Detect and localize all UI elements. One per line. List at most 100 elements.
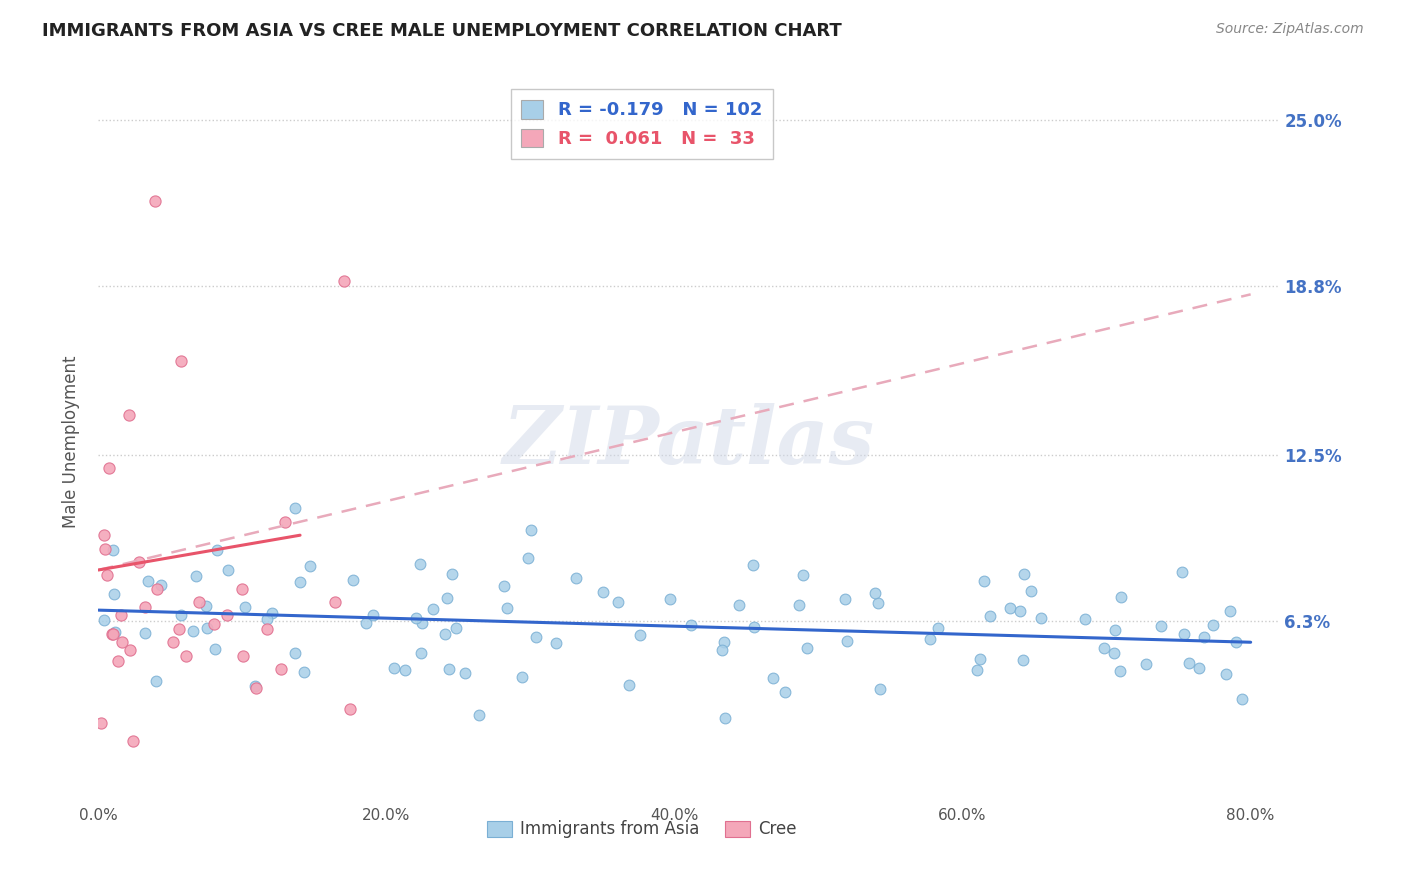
Point bbox=[405, 611, 427, 625]
Point bbox=[524, 630, 547, 644]
Point bbox=[181, 624, 204, 638]
Point bbox=[1109, 664, 1132, 678]
Point bbox=[204, 616, 226, 631]
Legend: Immigrants from Asia, Cree: Immigrants from Asia, Cree bbox=[481, 814, 803, 845]
Point bbox=[1202, 618, 1225, 632]
Point bbox=[1029, 611, 1052, 625]
Point bbox=[519, 523, 541, 537]
Point bbox=[110, 608, 132, 623]
Point bbox=[742, 558, 765, 573]
Point bbox=[243, 679, 266, 693]
Point bbox=[356, 615, 378, 630]
Point bbox=[437, 662, 460, 676]
Point bbox=[382, 661, 405, 675]
Point bbox=[111, 635, 134, 649]
Point bbox=[101, 627, 124, 641]
Point bbox=[1008, 604, 1031, 618]
Point bbox=[411, 616, 433, 631]
Point bbox=[188, 595, 211, 609]
Point bbox=[273, 515, 295, 529]
Point bbox=[217, 563, 239, 577]
Point bbox=[617, 678, 640, 692]
Point bbox=[659, 591, 682, 606]
Point bbox=[120, 643, 142, 657]
Point bbox=[834, 591, 856, 606]
Point bbox=[101, 543, 124, 558]
Point bbox=[544, 636, 567, 650]
Point bbox=[714, 711, 737, 725]
Point bbox=[979, 609, 1001, 624]
Point bbox=[775, 685, 797, 699]
Point bbox=[134, 625, 156, 640]
Point bbox=[98, 461, 121, 475]
Point bbox=[422, 602, 444, 616]
Point bbox=[1194, 630, 1216, 644]
Point bbox=[1074, 612, 1097, 626]
Point bbox=[628, 628, 651, 642]
Point bbox=[866, 596, 889, 610]
Point bbox=[232, 648, 254, 663]
Point bbox=[167, 622, 190, 636]
Point bbox=[292, 665, 315, 679]
Point bbox=[1230, 692, 1253, 706]
Point bbox=[966, 664, 988, 678]
Point bbox=[835, 633, 858, 648]
Point bbox=[468, 708, 491, 723]
Point bbox=[231, 582, 253, 596]
Point bbox=[869, 681, 891, 696]
Point bbox=[1092, 641, 1115, 656]
Point bbox=[681, 617, 703, 632]
Point bbox=[170, 354, 193, 368]
Point bbox=[727, 598, 749, 612]
Text: Source: ZipAtlas.com: Source: ZipAtlas.com bbox=[1216, 22, 1364, 37]
Point bbox=[184, 568, 207, 582]
Point bbox=[440, 567, 463, 582]
Point bbox=[1225, 635, 1247, 649]
Point bbox=[170, 608, 193, 623]
Point bbox=[215, 608, 238, 623]
Point bbox=[1187, 661, 1209, 675]
Point bbox=[298, 558, 321, 573]
Point bbox=[118, 408, 141, 422]
Point bbox=[433, 626, 456, 640]
Point bbox=[363, 608, 385, 623]
Point bbox=[143, 194, 166, 208]
Point bbox=[342, 574, 364, 588]
Point bbox=[204, 641, 226, 656]
Point bbox=[256, 622, 278, 636]
Point bbox=[1170, 565, 1192, 579]
Text: ZIPatlas: ZIPatlas bbox=[503, 403, 875, 480]
Point bbox=[262, 606, 284, 620]
Point bbox=[1150, 619, 1173, 633]
Point bbox=[787, 599, 810, 613]
Point bbox=[1012, 567, 1035, 582]
Point bbox=[606, 595, 628, 609]
Point bbox=[101, 627, 124, 641]
Point bbox=[332, 274, 354, 288]
Point bbox=[1012, 653, 1035, 667]
Point bbox=[233, 599, 256, 614]
Point bbox=[195, 599, 218, 614]
Point bbox=[134, 600, 156, 615]
Point bbox=[796, 641, 818, 656]
Point bbox=[496, 600, 519, 615]
Point bbox=[107, 654, 129, 668]
Point bbox=[1109, 591, 1132, 605]
Point bbox=[93, 528, 115, 542]
Point bbox=[969, 652, 991, 666]
Point bbox=[93, 613, 115, 627]
Point bbox=[288, 574, 311, 589]
Y-axis label: Male Unemployment: Male Unemployment bbox=[62, 355, 80, 528]
Point bbox=[713, 635, 735, 649]
Point bbox=[492, 580, 515, 594]
Point bbox=[103, 587, 125, 601]
Point bbox=[94, 541, 117, 556]
Point bbox=[205, 543, 228, 558]
Point bbox=[270, 662, 292, 676]
Point bbox=[195, 621, 218, 635]
Point bbox=[444, 621, 467, 635]
Point bbox=[973, 574, 995, 588]
Point bbox=[998, 600, 1021, 615]
Point bbox=[284, 646, 307, 660]
Point bbox=[174, 648, 197, 663]
